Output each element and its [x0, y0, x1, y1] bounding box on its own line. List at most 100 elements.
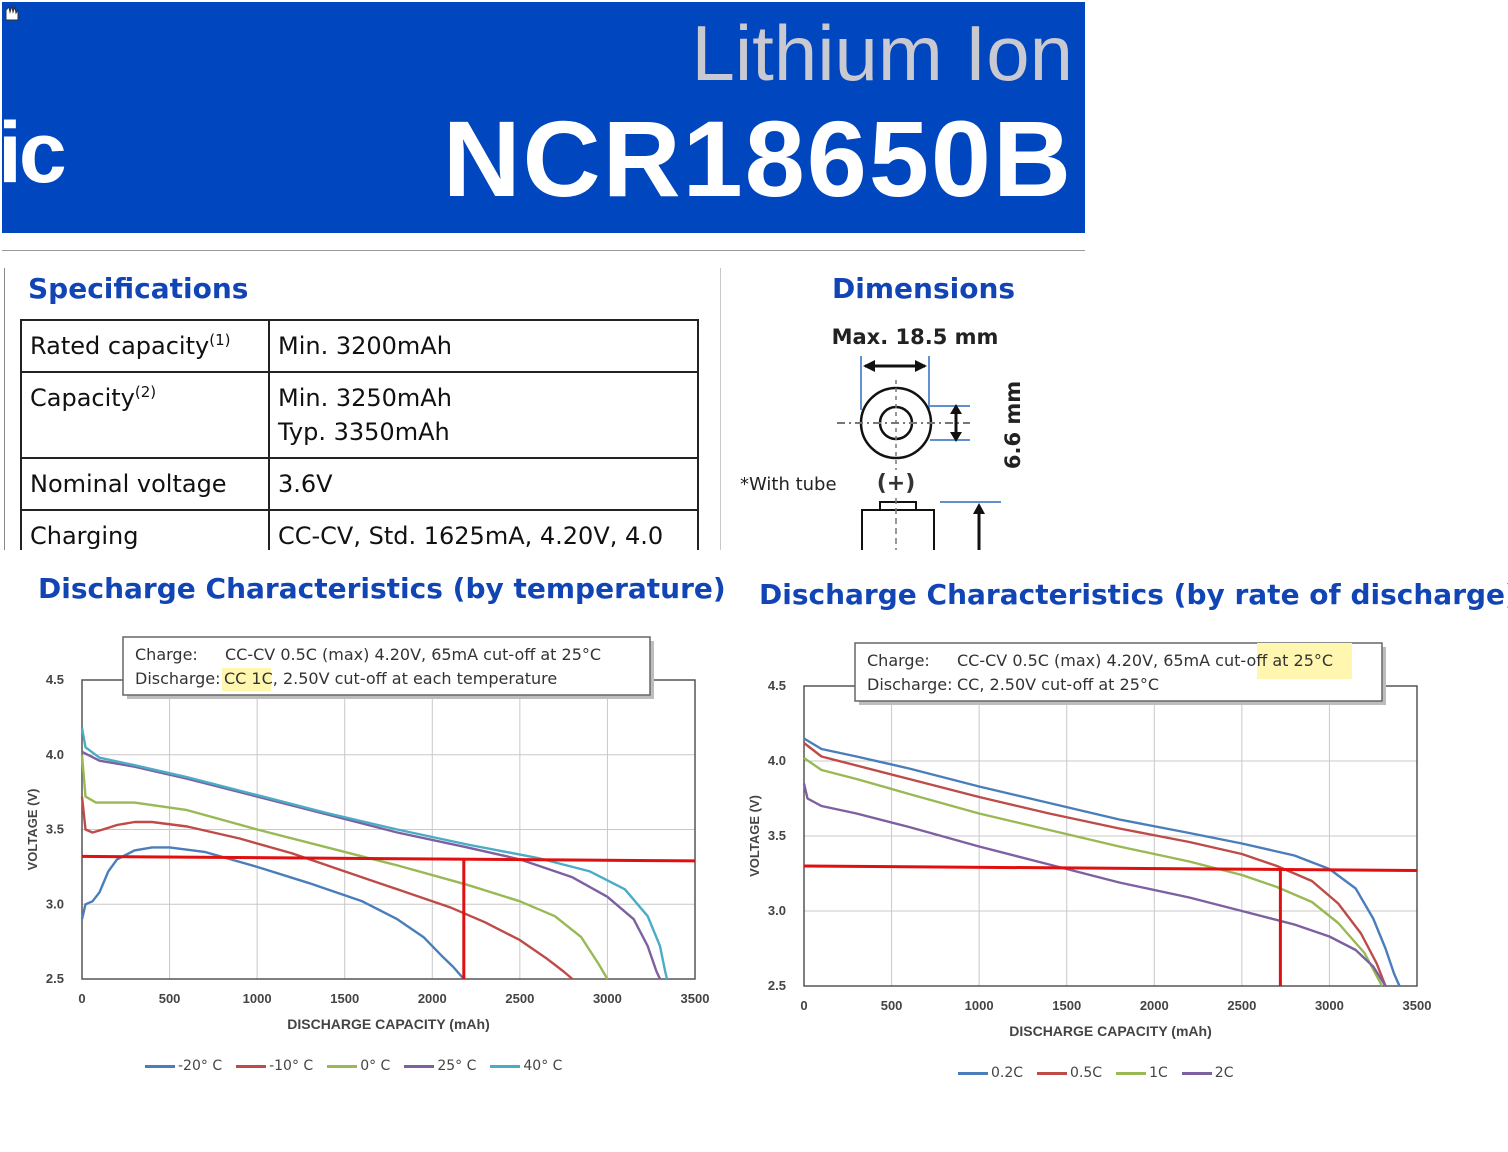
- dimensions-diagram: Max. 18.5 mm 6.6 mm *With tube (+): [740, 325, 1025, 550]
- discharge-conditions: CC, 2.50V cut-off at 25°C: [957, 675, 1159, 694]
- tube-note: *With tube: [740, 474, 837, 495]
- x-tick-label: 0: [78, 991, 85, 1006]
- spec-value: CC-CV, Std. 1625mA, 4.20V, 4.0 hrs: [278, 522, 664, 550]
- legend-label: 1C: [1149, 1065, 1168, 1081]
- height-arrow-down-icon: [950, 432, 962, 442]
- x-tick-label: 3000: [593, 991, 622, 1006]
- x-tick-label: 2500: [505, 991, 534, 1006]
- y-tick-label: 4.0: [768, 753, 786, 768]
- spec-footnote: (2): [134, 383, 157, 401]
- specifications-table: Rated capacity(1) Min. 3200mAh Capacity(2)…: [20, 319, 699, 550]
- dimensions-title: Dimensions: [832, 272, 1016, 305]
- legend-rate: 0.2C 0.5C 1C 2C: [958, 1065, 1233, 1081]
- series-line: [803, 737, 1401, 987]
- x-tick-label: 2500: [1227, 998, 1256, 1013]
- discharge-rest-text: , 2.50V cut-off at each temperature: [273, 669, 557, 688]
- legend-swatch: [145, 1064, 175, 1068]
- spec-key: Capacity: [30, 384, 135, 412]
- y-tick-label: 2.5: [768, 978, 786, 993]
- legend-temperature: -20° C -10° C 0° C 25° C 40° C: [145, 1058, 562, 1074]
- legend-label: -20° C: [178, 1058, 223, 1074]
- spec-row: Rated capacity(1) Min. 3200mAh: [20, 319, 699, 373]
- legend-item: -10° C: [236, 1058, 313, 1074]
- x-tick-label: 2000: [418, 991, 447, 1006]
- legend-swatch: [327, 1064, 358, 1068]
- legend-swatch: [490, 1064, 521, 1068]
- spec-key: Rated capacity: [30, 332, 210, 360]
- left-edge-divider: [4, 268, 5, 550]
- positive-terminal-label: (+): [877, 471, 916, 496]
- series-line: [803, 742, 1387, 987]
- test-conditions-callout: Charge: CC-CV 0.5C (max) 4.20V, 65mA cut-…: [122, 636, 654, 699]
- y-tick-label: 4.5: [768, 678, 786, 693]
- series-line: [802, 783, 1387, 987]
- callout-box: [122, 636, 651, 696]
- x-tick-label: 1500: [1052, 998, 1081, 1013]
- legend-label: 0° C: [360, 1058, 391, 1074]
- legend-item: 25° C: [404, 1058, 476, 1074]
- spec-value-cell: CC-CV, Std. 1625mA, 4.20V, 4.0 hrs: [268, 509, 699, 550]
- specifications-table-container: Rated capacity(1) Min. 3200mAh Capacity(2)…: [20, 319, 700, 550]
- spec-footnote: (1): [209, 331, 231, 349]
- charge-label: Charge:: [867, 651, 930, 670]
- legend-swatch: [1181, 1071, 1212, 1075]
- charge-conditions: CC-CV 0.5C (max) 4.20V, 65mA cut-off at …: [957, 651, 1333, 670]
- spec-row: Nominal voltage 3.6V: [20, 457, 699, 511]
- series-line: [80, 754, 609, 980]
- cell-body: [861, 509, 935, 550]
- legend-label: 40° C: [523, 1058, 563, 1074]
- chart-rate: 0 500 1000 1500 2000 2500 3000 3500 2.5 3.0 3.5 4.0…: [747, 642, 1432, 1039]
- x-tick-label: 2000: [1140, 998, 1169, 1013]
- spec-key-cell: Charging: [20, 509, 270, 550]
- spec-key: Charging: [30, 522, 139, 550]
- discharge-conditions: CC 1C, 2.50V cut-off at each temperature: [224, 669, 557, 688]
- specifications-title: Specifications: [28, 272, 249, 305]
- terminal-cap: [879, 501, 917, 511]
- legend-item: -20° C: [145, 1058, 222, 1074]
- series-line: [80, 727, 669, 980]
- legend-item: 2C: [1181, 1065, 1234, 1081]
- discharge-label: Discharge:: [867, 675, 953, 694]
- legend-item: 0.2C: [958, 1065, 1023, 1081]
- discharge-highlight-text: CC 1C: [224, 669, 273, 688]
- series-line: [803, 757, 1384, 987]
- height-label: 6.6 mm: [1001, 381, 1025, 469]
- legend-label: -10° C: [269, 1058, 314, 1074]
- diameter-arrow-right-icon: [915, 360, 927, 372]
- x-tick-label: 3000: [1315, 998, 1344, 1013]
- series-line: [80, 796, 574, 980]
- spec-value: Min. 3200mAh: [278, 332, 452, 360]
- legend-item: 0.5C: [1037, 1065, 1102, 1081]
- highlight-mark: [1257, 643, 1352, 679]
- chart-temperature: 0 500 1000 1500 2000 2500 3000 3500 2.5 3.0 3.5 4.0…: [25, 636, 709, 1032]
- legend-label: 25° C: [437, 1058, 477, 1074]
- spec-value: Typ. 3350mAh: [278, 418, 450, 446]
- spec-key-cell: Rated capacity(1): [20, 319, 270, 373]
- y-tick-label: 3.5: [768, 828, 786, 843]
- discharge-label: Discharge:: [135, 669, 221, 688]
- legend-label: 2C: [1214, 1065, 1234, 1081]
- header-banner: ic Lithium Ion NCR18650B: [0, 2, 1085, 233]
- legend-swatch: [958, 1071, 988, 1075]
- y-tick-label: 3.0: [46, 896, 64, 911]
- chart-temperature-title: Discharge Characteristics (by temperatur…: [38, 572, 726, 605]
- y-axis-label: VOLTAGE (V): [25, 789, 40, 871]
- legend-item: 1C: [1116, 1065, 1168, 1081]
- y-tick-label: 2.5: [46, 971, 64, 986]
- test-conditions-callout: Charge: CC-CV 0.5C (max) 4.20V, 65mA cut-…: [854, 642, 1386, 705]
- y-tick-label: 3.5: [46, 822, 64, 837]
- spec-value-cell: Min. 3200mAh: [268, 319, 699, 373]
- legend-item: 0° C: [327, 1058, 390, 1074]
- y-axis-label: VOLTAGE (V): [747, 795, 762, 877]
- spec-value-cell: 3.6V: [268, 457, 699, 511]
- legend-label: 0.5C: [1070, 1065, 1103, 1081]
- legend-swatch: [404, 1064, 435, 1068]
- diameter-label: Max. 18.5 mm: [832, 325, 999, 349]
- legend-swatch: [1037, 1071, 1068, 1075]
- x-tick-label: 3500: [1403, 998, 1432, 1013]
- x-tick-label: 0: [800, 998, 807, 1013]
- x-axis-label: DISCHARGE CAPACITY (mAh): [287, 1016, 490, 1032]
- x-tick-label: 1000: [243, 991, 272, 1006]
- legend-swatch: [1116, 1071, 1147, 1075]
- spec-key-cell: Nominal voltage: [20, 457, 270, 511]
